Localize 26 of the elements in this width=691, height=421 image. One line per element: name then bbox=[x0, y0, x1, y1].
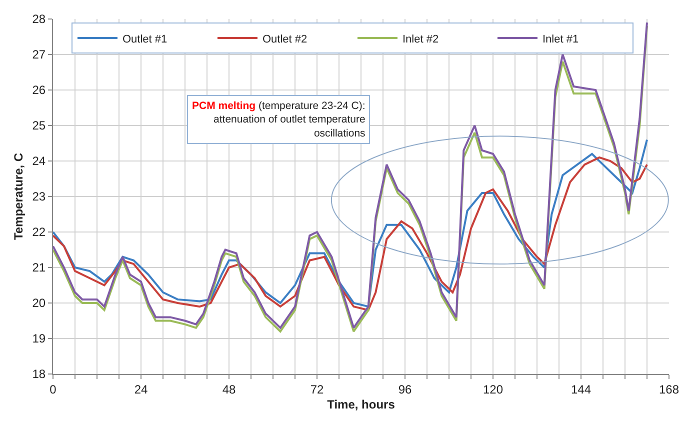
y-tick-label: 27 bbox=[32, 48, 46, 62]
y-tick-label: 22 bbox=[32, 225, 46, 240]
x-tick-label: 72 bbox=[310, 382, 324, 396]
y-tick-label: 28 bbox=[32, 12, 46, 26]
y-tick-label: 23 bbox=[32, 190, 46, 204]
legend-label: Outlet #2 bbox=[262, 33, 308, 46]
legend-label: Inlet #1 bbox=[542, 33, 579, 46]
x-tick-label: 96 bbox=[398, 382, 412, 396]
x-tick-label: 120 bbox=[482, 382, 504, 396]
x-axis-title: Time, hours bbox=[327, 397, 396, 412]
x-tick-label: 0 bbox=[50, 382, 57, 396]
y-tick-label: 20 bbox=[32, 296, 46, 310]
legend-label: Outlet #1 bbox=[122, 33, 168, 46]
x-tick-label: 144 bbox=[570, 382, 592, 396]
annotation: PCM melting bbox=[192, 100, 256, 112]
x-tick-label: 24 bbox=[134, 382, 148, 396]
y-axis-title: Temperature, C bbox=[12, 152, 26, 240]
legend-label: Inlet #2 bbox=[402, 33, 439, 46]
y-tick-label: 19 bbox=[32, 332, 46, 346]
y-tick-label: 24 bbox=[32, 154, 46, 168]
x-tick-label: 48 bbox=[222, 382, 236, 396]
y-tick-label: 21 bbox=[32, 260, 46, 275]
y-tick-label: 26 bbox=[32, 83, 46, 98]
x-tick-label: 168 bbox=[658, 382, 680, 396]
y-tick-label: 25 bbox=[32, 118, 46, 133]
y-tick-label: 18 bbox=[32, 367, 46, 382]
